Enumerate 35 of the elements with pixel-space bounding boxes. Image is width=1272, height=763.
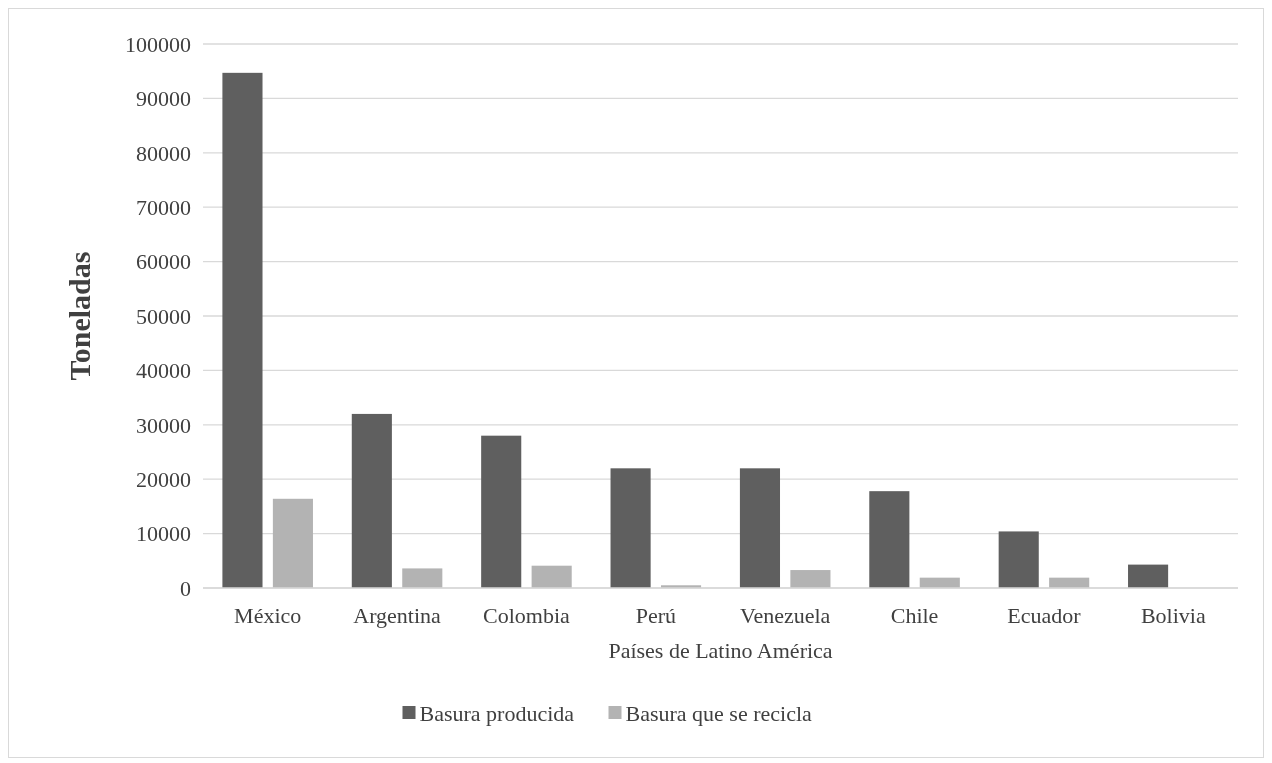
x-tick-label: Perú — [635, 603, 676, 628]
bar — [790, 570, 831, 588]
y-axis-title: Toneladas — [63, 251, 96, 381]
y-tick-label: 70000 — [136, 194, 191, 220]
x-axis-title: Países de Latino América — [608, 638, 833, 663]
bar — [1128, 564, 1169, 588]
bar — [610, 468, 651, 588]
bar — [869, 491, 910, 588]
y-tick-label: 60000 — [136, 249, 191, 275]
y-tick-label: 10000 — [136, 521, 191, 547]
bar — [402, 568, 443, 588]
x-tick-label: México — [234, 603, 302, 628]
y-tick-label: 100000 — [125, 31, 191, 57]
legend-label: Basura que se recicla — [625, 700, 813, 726]
bar — [998, 531, 1039, 588]
bar — [531, 565, 572, 588]
y-tick-label: 30000 — [136, 412, 191, 438]
legend-label: Basura producida — [419, 700, 575, 726]
y-tick-label: 80000 — [136, 140, 191, 166]
x-tick-label: Venezuela — [739, 603, 831, 628]
x-tick-label: Ecuador — [1007, 603, 1082, 628]
bar — [739, 468, 781, 588]
y-tick-label: 90000 — [136, 86, 191, 112]
x-tick-label: Colombia — [483, 603, 571, 628]
y-tick-label: 20000 — [136, 466, 191, 492]
x-tick-label: Argentina — [353, 603, 442, 628]
bar — [481, 435, 522, 588]
y-tick-label: 40000 — [136, 358, 191, 384]
bar — [351, 413, 392, 588]
x-tick-label: Chile — [890, 603, 939, 628]
bar — [222, 72, 263, 588]
y-tick-label: 0 — [180, 575, 191, 601]
x-tick-label: Bolivia — [1140, 603, 1206, 628]
y-tick-label: 50000 — [136, 303, 191, 329]
bar — [272, 498, 313, 588]
